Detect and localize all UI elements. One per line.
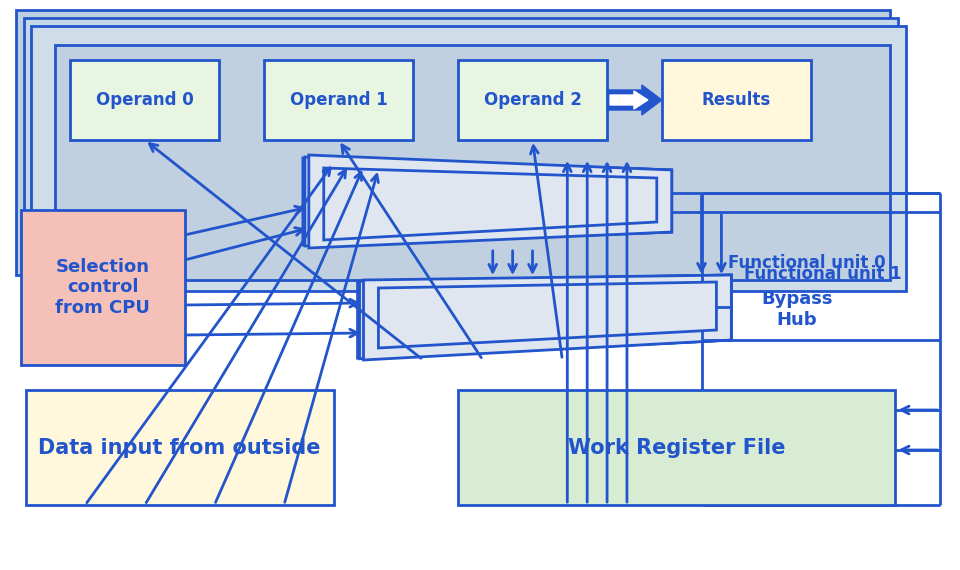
Bar (264, 60, 413, 140)
Bar (458, 390, 896, 505)
Polygon shape (378, 282, 716, 348)
Text: Functional unit 0: Functional unit 0 (728, 254, 885, 272)
Text: Bypass
Hub: Bypass Hub (761, 290, 832, 329)
Bar (32, 26, 906, 291)
Text: Results: Results (702, 91, 771, 109)
Bar (26, 390, 334, 505)
Polygon shape (302, 158, 672, 245)
Polygon shape (324, 168, 657, 240)
Bar (23, 18, 899, 283)
Text: Operand 2: Operand 2 (484, 91, 582, 109)
Bar (458, 60, 607, 140)
FancyArrow shape (607, 85, 661, 115)
Text: Data input from outside: Data input from outside (38, 438, 321, 458)
Bar (70, 60, 220, 140)
Polygon shape (357, 275, 732, 358)
FancyArrow shape (610, 91, 648, 109)
Polygon shape (309, 155, 672, 248)
Polygon shape (360, 275, 732, 359)
Bar (15, 10, 891, 275)
Text: Operand 0: Operand 0 (96, 91, 194, 109)
Text: Selection
control
from CPU: Selection control from CPU (55, 258, 150, 317)
Text: Work Register File: Work Register File (568, 438, 785, 458)
Bar (661, 60, 811, 140)
Bar (56, 45, 891, 280)
Polygon shape (364, 275, 732, 360)
Text: Operand 1: Operand 1 (290, 91, 388, 109)
Polygon shape (305, 157, 672, 246)
Bar (20, 210, 184, 365)
Text: Functional unit 1: Functional unit 1 (744, 265, 901, 283)
